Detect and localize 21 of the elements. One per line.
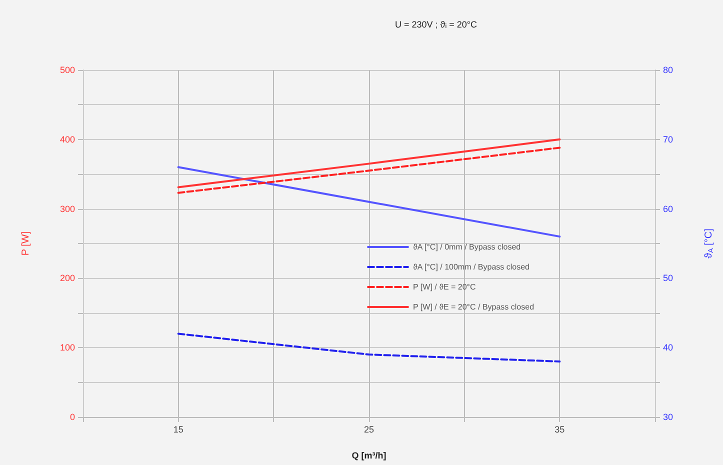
x-axis-title: Q [m³/h] (352, 450, 386, 460)
y2-tick-label: 80 (663, 65, 674, 75)
legend-label: P [W] / ϑE = 20°C (413, 282, 476, 292)
x-tick-label: 15 (173, 424, 184, 434)
y-axis-title: P [W] (20, 231, 32, 256)
y2-tick-label: 70 (663, 134, 674, 144)
y-tick-label: 500 (60, 65, 75, 75)
y2-tick-label: 30 (663, 412, 674, 422)
x-tick-label: 25 (364, 424, 374, 434)
legend-label: ϑA [°C] / 100mm / Bypass closed (413, 262, 530, 272)
y-tick-label: 400 (60, 134, 75, 144)
y2-tick-label: 40 (663, 342, 674, 353)
legend-label: ϑA [°C] / 0mm / Bypass closed (413, 242, 521, 252)
y2-tick-label: 50 (663, 273, 674, 284)
y-tick-label: 300 (60, 204, 75, 214)
y2-tick-label: 60 (663, 204, 674, 214)
legend-label: P [W] / ϑE = 20°C / Bypass closed (413, 302, 534, 312)
y-tick-label: 100 (60, 342, 75, 353)
y-tick-label: 0 (70, 412, 75, 422)
y-tick-label: 200 (60, 273, 75, 284)
x-tick-label: 35 (554, 424, 565, 434)
